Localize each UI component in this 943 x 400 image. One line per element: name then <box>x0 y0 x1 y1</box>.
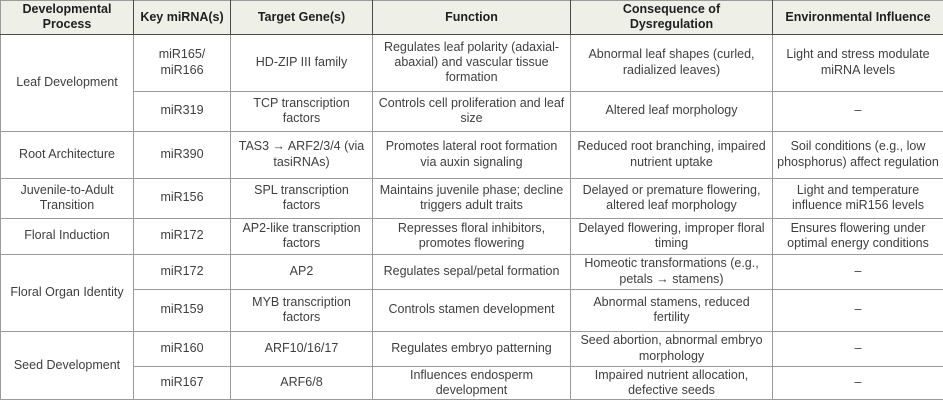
cell-consequence: Homeotic transformations (e.g., petals →… <box>570 253 773 290</box>
cell-process: Floral Organ Identity <box>0 253 134 332</box>
column-header-developmental-process: Developmental Process <box>0 0 134 35</box>
cell-function: Influences endosperm development <box>372 365 571 400</box>
cell-consequence: Abnormal leaf shapes (curled, radialized… <box>570 33 773 92</box>
cell-environment: Light and stress modulate miRNA levels <box>772 33 943 92</box>
cell-process: Seed Development <box>0 330 134 400</box>
cell-environment: – <box>772 90 943 132</box>
cell-target: ARF6/8 <box>230 365 373 400</box>
cell-mirna: miR172 <box>133 253 231 290</box>
table-row: Root Architecture miR390 TAS3 → ARF2/3/4… <box>0 130 943 179</box>
cell-mirna: miR156 <box>133 177 231 219</box>
cell-function: Controls cell proliferation and leaf siz… <box>372 90 571 132</box>
table-row: Leaf Development miR165/ miR166 HD-ZIP I… <box>0 33 943 132</box>
column-header-target-genes: Target Gene(s) <box>230 0 373 35</box>
cell-target: SPL transcription factors <box>230 177 373 219</box>
cell-process: Floral Induction <box>0 217 134 255</box>
cell-environment: – <box>772 288 943 332</box>
cell-function: Maintains juvenile phase; decline trigge… <box>372 177 571 219</box>
cell-function: Promotes lateral root formation via auxi… <box>372 130 571 179</box>
cell-function: Regulates leaf polarity (adaxial-abaxial… <box>372 33 571 92</box>
cell-process: Leaf Development <box>0 33 134 132</box>
cell-consequence: Seed abortion, abnormal embryo morpholog… <box>570 330 773 367</box>
cell-consequence: Abnormal stamens, reduced fertility <box>570 288 773 332</box>
column-header-environmental-influence: Environmental Influence <box>772 0 943 35</box>
cell-function: Controls stamen development <box>372 288 571 332</box>
table-row: miR167 ARF6/8 Influences endosperm devel… <box>1 365 943 400</box>
cell-mirna: miR319 <box>133 90 231 132</box>
cell-consequence: Altered leaf morphology <box>570 90 773 132</box>
table-row: Seed Development miR160 ARF10/16/17 Regu… <box>0 330 943 400</box>
cell-target: AP2 <box>230 253 373 290</box>
column-header-key-mirna: Key miRNA(s) <box>133 0 231 35</box>
cell-mirna: miR165/ miR166 <box>133 33 231 92</box>
table-row: Floral Organ Identity miR172 AP2 Regulat… <box>0 253 943 332</box>
cell-mirna: miR160 <box>133 330 231 367</box>
column-header-consequence: Consequence of Dysregulation <box>570 0 773 35</box>
table-row: Juvenile-to-Adult Transition miR156 SPL … <box>0 177 943 219</box>
column-header-function: Function <box>372 0 571 35</box>
cell-environment: Soil conditions (e.g., low phosphorus) a… <box>772 130 943 179</box>
cell-function: Regulates sepal/petal formation <box>372 253 571 290</box>
cell-target: HD-ZIP III family <box>230 33 373 92</box>
cell-environment: – <box>772 330 943 367</box>
cell-consequence: Reduced root branching, impaired nutrien… <box>570 130 773 179</box>
cell-process: Juvenile-to-Adult Transition <box>0 177 134 219</box>
cell-environment: Ensures flowering under optimal energy c… <box>772 217 943 255</box>
cell-target: TAS3 → ARF2/3/4 (via tasiRNAs) <box>230 130 373 179</box>
cell-target: ARF10/16/17 <box>230 330 373 367</box>
cell-environment: Light and temperature influence miR156 l… <box>772 177 943 219</box>
cell-target: AP2-like transcription factors <box>230 217 373 255</box>
cell-environment: – <box>772 253 943 290</box>
table-row: miR319 TCP transcription factors Control… <box>1 90 943 132</box>
cell-consequence: Delayed flowering, improper floral timin… <box>570 217 773 255</box>
table-row: Floral Induction miR172 AP2-like transcr… <box>0 217 943 255</box>
cell-process: Root Architecture <box>0 130 134 179</box>
header-row: Developmental Process Key miRNA(s) Targe… <box>0 0 943 35</box>
cell-mirna: miR390 <box>133 130 231 179</box>
cell-mirna: miR159 <box>133 288 231 332</box>
table-header: Developmental Process Key miRNA(s) Targe… <box>0 0 943 35</box>
cell-function: Represses floral inhibitors, promotes fl… <box>372 217 571 255</box>
cell-mirna: miR172 <box>133 217 231 255</box>
cell-consequence: Impaired nutrient allocation, defective … <box>570 365 773 400</box>
cell-consequence: Delayed or premature flowering, altered … <box>570 177 773 219</box>
cell-mirna: miR167 <box>133 365 231 400</box>
cell-target: MYB transcription factors <box>230 288 373 332</box>
table-row: miR159 MYB transcription factors Control… <box>1 288 943 332</box>
table-body: Leaf Development miR165/ miR166 HD-ZIP I… <box>0 33 943 400</box>
cell-target: TCP transcription factors <box>230 90 373 132</box>
cell-environment: – <box>772 365 943 400</box>
cell-function: Regulates embryo patterning <box>372 330 571 367</box>
